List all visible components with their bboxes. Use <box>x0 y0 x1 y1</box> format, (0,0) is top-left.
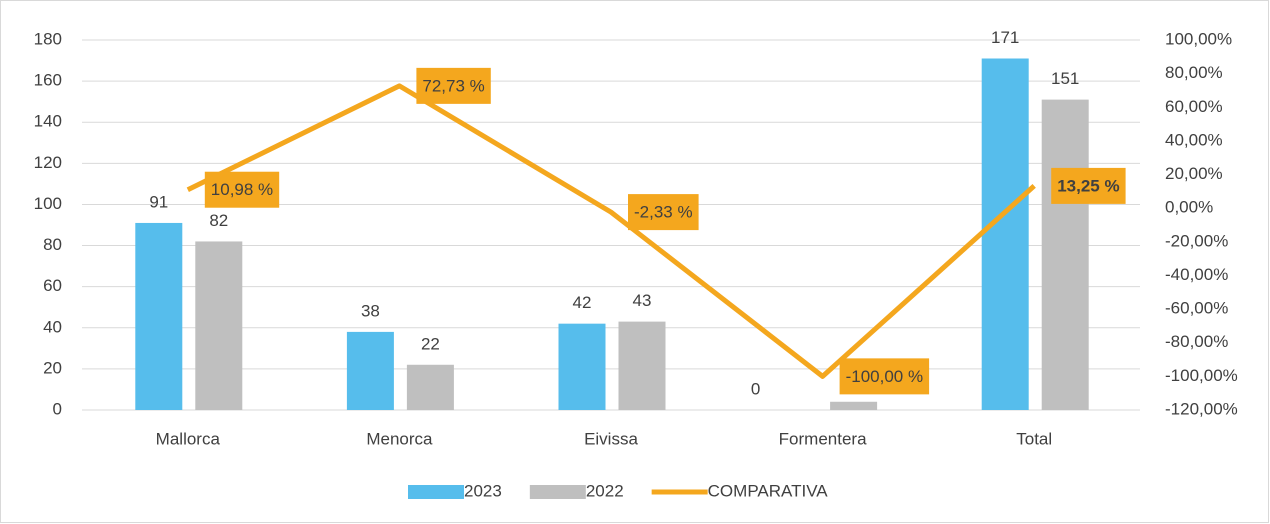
legend-label: COMPARATIVA <box>708 481 829 500</box>
data-label: 171 <box>991 28 1019 47</box>
data-label-box <box>416 67 491 104</box>
data-label: 42 <box>573 293 592 312</box>
legend-label: 2023 <box>464 481 502 500</box>
y2-tick-label: -40,00% <box>1165 265 1228 284</box>
data-label-box <box>1051 167 1126 204</box>
y-tick-label: 160 <box>34 71 62 90</box>
bar <box>558 323 606 410</box>
y-tick-label: 120 <box>34 153 62 172</box>
y2-tick-label: -120,00% <box>1165 399 1238 418</box>
data-label: 91 <box>149 192 168 211</box>
data-label: -100,00 % <box>846 367 924 386</box>
y2-tick-label: 0,00% <box>1165 198 1213 217</box>
data-label: 38 <box>361 301 380 320</box>
y2-tick-label: 80,00% <box>1165 63 1223 82</box>
bar <box>981 58 1029 410</box>
y-tick-label: 140 <box>34 112 62 131</box>
bar <box>346 331 394 410</box>
y-tick-label: 40 <box>43 317 62 336</box>
y2-tick-label: -100,00% <box>1165 366 1238 385</box>
y-tick-label: 180 <box>34 29 62 48</box>
data-label: 13,25 % <box>1057 176 1119 195</box>
y-tick-label: 100 <box>34 194 62 213</box>
data-label: 151 <box>1051 69 1079 88</box>
data-label: 10,98 % <box>211 180 273 199</box>
data-label: 22 <box>421 334 440 353</box>
data-label: 0 <box>751 379 760 398</box>
y2-tick-label: 60,00% <box>1165 97 1223 116</box>
y2-tick-label: -20,00% <box>1165 231 1228 250</box>
data-label: 72,73 % <box>422 76 484 95</box>
y2-tick-label: 40,00% <box>1165 130 1223 149</box>
y-tick-label: 60 <box>43 276 62 295</box>
line <box>186 83 1036 379</box>
bar <box>195 241 243 410</box>
legend-swatch <box>408 485 464 499</box>
data-label: 82 <box>209 211 228 230</box>
data-label-box <box>628 194 699 231</box>
y-tick-label: 80 <box>43 235 62 254</box>
y2-tick-label: 100,00% <box>1165 29 1232 48</box>
data-label: 43 <box>633 291 652 310</box>
x-tick-label: Total <box>1016 429 1052 448</box>
bar <box>1041 99 1089 410</box>
data-label: -2,33 % <box>634 203 693 222</box>
y-tick-label: 20 <box>43 358 62 377</box>
bar <box>135 222 183 410</box>
bar <box>406 364 454 410</box>
y2-tick-label: -80,00% <box>1165 332 1228 351</box>
y-tick-label: 0 <box>53 399 62 418</box>
bar <box>618 321 666 410</box>
data-label-box <box>839 358 930 395</box>
x-tick-label: Eivissa <box>584 429 638 448</box>
legend-label: 2022 <box>586 481 624 500</box>
data-label-box <box>204 171 280 208</box>
y2-tick-label: 20,00% <box>1165 164 1223 183</box>
y2-tick-label: -60,00% <box>1165 299 1228 318</box>
legend-swatch <box>529 485 586 499</box>
bar <box>830 401 878 410</box>
x-tick-label: Mallorca <box>156 429 221 448</box>
x-tick-label: Formentera <box>779 429 867 448</box>
x-tick-label: Menorca <box>366 429 433 448</box>
